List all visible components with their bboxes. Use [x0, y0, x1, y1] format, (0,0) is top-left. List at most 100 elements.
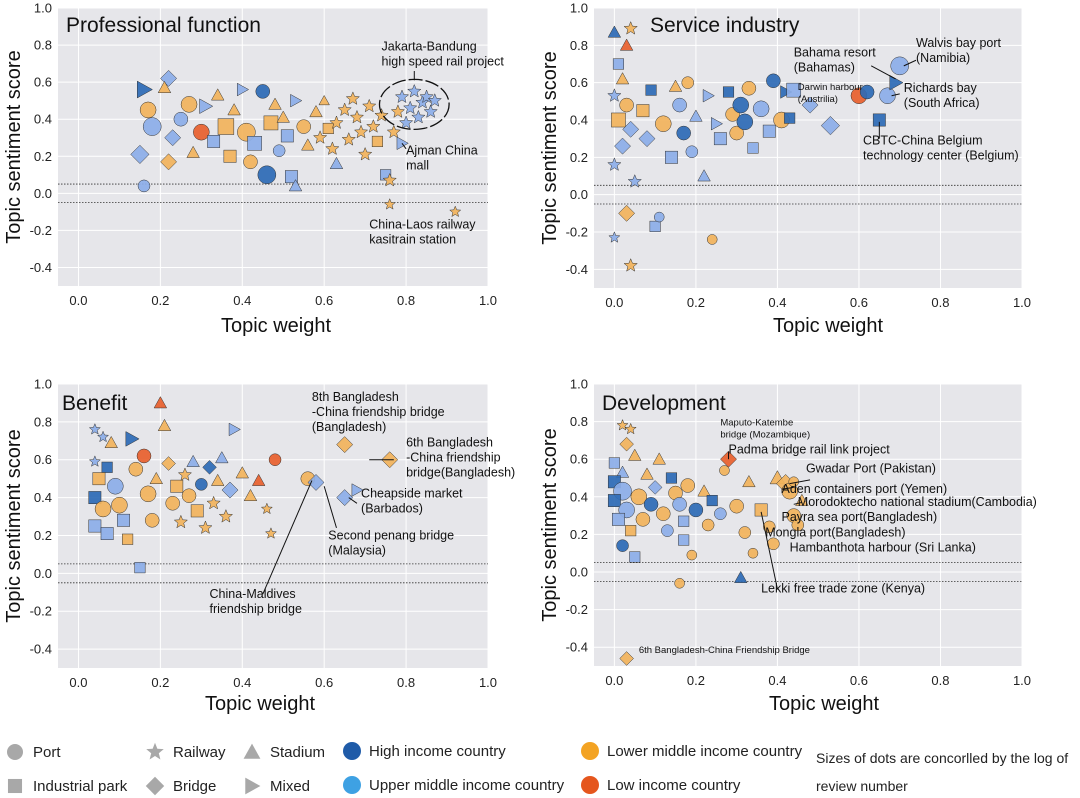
- data-point-star: [383, 198, 396, 210]
- data-point-star: [623, 258, 638, 272]
- annotation-label: high speed rail project: [382, 55, 505, 69]
- data-point-bridge: [647, 480, 663, 495]
- data-point-circle: [736, 113, 754, 131]
- data-point-star: [623, 20, 638, 35]
- y-tick-label: 1.0: [570, 1, 588, 16]
- data-point-star: [341, 132, 356, 146]
- annotation-label: (Namibia): [916, 51, 970, 65]
- data-point-bridge: [336, 489, 354, 507]
- annotation-label: (Austrilia): [798, 94, 838, 105]
- data-point-square: [101, 461, 113, 473]
- data-point-circle: [616, 539, 629, 552]
- data-point-stadium: [210, 473, 225, 486]
- data-point-bridge: [614, 137, 631, 155]
- legend-mixed-icon: [245, 777, 261, 795]
- data-point-stadium: [186, 145, 200, 158]
- data-point-circle: [890, 56, 909, 76]
- data-point-stadium: [227, 103, 241, 116]
- data-point-square: [762, 124, 776, 138]
- legend: Port Railway Stadium Industrial park Bridge M…: [7, 742, 1068, 796]
- y-tick-label: -0.2: [566, 225, 588, 240]
- x-tick-label: 1.0: [479, 675, 497, 690]
- data-point-bridge: [160, 70, 177, 87]
- data-point-star: [382, 172, 397, 187]
- data-point-circle: [681, 76, 695, 89]
- data-point-bridge: [161, 456, 176, 471]
- legend-color-label: High income country: [369, 743, 506, 760]
- data-point-circle: [747, 547, 759, 559]
- annotation-leader-line: [348, 497, 358, 504]
- legend-size-note: review number: [816, 778, 908, 794]
- data-point-square: [88, 519, 102, 533]
- data-point-star: [362, 98, 377, 113]
- annotation-label: kasitrain station: [369, 233, 456, 247]
- data-point-square: [754, 503, 768, 517]
- data-point-star: [419, 89, 434, 104]
- data-point-circle: [859, 84, 875, 100]
- data-point-stadium: [697, 169, 711, 182]
- data-point-stadium: [615, 465, 630, 478]
- data-point-square: [722, 86, 735, 98]
- data-point-square: [92, 472, 106, 486]
- x-axis-label: Topic weight: [769, 693, 880, 715]
- annotation-label: 6th Bangladesh: [406, 435, 493, 449]
- x-tick-label: 1.0: [1013, 673, 1031, 688]
- x-tick-label: 0.2: [151, 675, 169, 690]
- data-point-stadium: [652, 452, 666, 465]
- data-point-circle: [672, 97, 687, 113]
- annotation-label: (Barbados): [361, 502, 423, 516]
- data-point-mixed: [199, 98, 214, 115]
- data-point-circle: [193, 123, 210, 141]
- data-point-mixed: [236, 82, 250, 97]
- x-tick-label: 0.6: [315, 675, 333, 690]
- y-tick-label: -0.2: [566, 602, 588, 617]
- data-point-star: [386, 124, 402, 139]
- data-point-star: [407, 83, 422, 98]
- y-tick-label: 0.8: [570, 38, 588, 53]
- data-point-star: [198, 520, 213, 535]
- annotation-label: (South Africa): [904, 96, 980, 110]
- annotation-label: Walvis bay port: [916, 36, 1002, 50]
- data-point-square: [263, 115, 279, 131]
- annotation-label: Maputo-Katembe: [720, 417, 793, 428]
- annotation-label: Lekki free trade zone (Kenya): [761, 582, 925, 596]
- data-point-star: [345, 91, 361, 105]
- y-tick-label: 0.8: [570, 414, 588, 429]
- data-point-square: [706, 495, 718, 507]
- annotation-leader-line: [789, 479, 811, 485]
- legend-color-label: Upper middle income country: [369, 777, 565, 794]
- annotation-label: bridge (Mozambique): [720, 429, 810, 440]
- data-point-mixed: [780, 85, 793, 99]
- data-point-square: [678, 515, 690, 527]
- data-point-circle: [243, 154, 258, 170]
- data-point-circle: [676, 125, 691, 141]
- y-tick-label: 0.2: [570, 150, 588, 165]
- data-point-circle: [680, 478, 696, 493]
- data-point-square: [678, 534, 690, 546]
- x-tick-label: 0.8: [931, 673, 949, 688]
- data-point-mixed: [889, 74, 904, 91]
- data-point-circle: [763, 520, 776, 534]
- annotation-label: Cheapside market: [361, 487, 463, 501]
- data-point-circle: [139, 485, 157, 503]
- chart-panel-1: 0.0 0.2 0.4 0.6 0.8 1.0 1.0 0.8 0.6 0.4 0.2 0.0 -0.2…: [3, 1, 504, 338]
- data-point-star: [366, 119, 381, 133]
- annotation-label: Hambanthota harbour (Sri Lanka): [790, 540, 976, 554]
- data-point-circle: [619, 97, 634, 113]
- x-tick-label: 0.4: [233, 293, 251, 308]
- data-point-square: [223, 149, 237, 163]
- annotation-leader-line: [903, 59, 917, 67]
- data-point-mixed: [228, 422, 241, 437]
- data-point-star: [218, 508, 234, 523]
- data-point-stadium: [697, 484, 711, 497]
- data-point-circle: [195, 478, 208, 491]
- data-point-circle: [643, 497, 659, 512]
- y-axis-label: Topic sentiment score: [539, 428, 561, 621]
- x-tick-label: 0.8: [931, 295, 949, 310]
- data-point-star: [88, 423, 101, 435]
- y-tick-label: 0.6: [34, 452, 52, 467]
- data-point-star: [616, 418, 629, 431]
- data-point-stadium: [668, 79, 683, 92]
- annotation-leader-line: [323, 486, 337, 529]
- data-point-bridge: [801, 96, 819, 114]
